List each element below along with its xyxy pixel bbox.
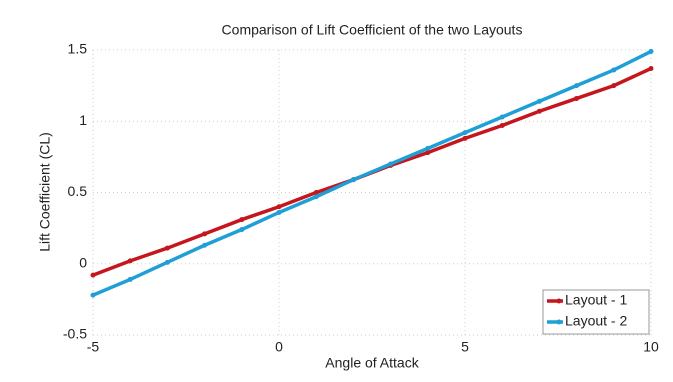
data-point bbox=[499, 123, 505, 129]
data-point bbox=[202, 231, 208, 237]
data-point bbox=[648, 66, 654, 72]
x-tick-label: 0 bbox=[275, 339, 283, 355]
legend-marker bbox=[556, 298, 562, 304]
data-point bbox=[574, 95, 580, 101]
data-point bbox=[164, 259, 170, 265]
data-point bbox=[313, 194, 319, 200]
x-tick-label: 10 bbox=[643, 339, 659, 355]
legend-label: Layout - 1 bbox=[565, 292, 627, 308]
data-point bbox=[90, 272, 96, 278]
data-point bbox=[425, 145, 431, 151]
x-tick-label: 5 bbox=[461, 339, 469, 355]
legend-marker bbox=[556, 319, 562, 325]
data-point bbox=[127, 258, 133, 264]
data-point bbox=[388, 161, 394, 167]
data-point bbox=[313, 190, 319, 195]
x-axis-label: Angle of Attack bbox=[325, 355, 419, 371]
data-point bbox=[276, 209, 282, 215]
data-point bbox=[164, 245, 170, 251]
data-point bbox=[350, 177, 356, 183]
chart-title: Comparison of Lift Coefficient of the tw… bbox=[222, 22, 523, 38]
data-point bbox=[90, 292, 96, 298]
data-point bbox=[425, 150, 431, 156]
data-point bbox=[499, 114, 505, 120]
data-point bbox=[536, 108, 542, 114]
x-tick-label: -5 bbox=[87, 339, 100, 355]
data-point bbox=[648, 48, 654, 54]
series-line bbox=[92, 49, 652, 297]
y-axis-label: Lift Coefficient (CL) bbox=[37, 132, 53, 252]
data-point bbox=[536, 98, 542, 104]
legend-label: Layout - 2 bbox=[565, 313, 627, 329]
data-point bbox=[127, 276, 133, 282]
data-point bbox=[462, 130, 468, 136]
data-point bbox=[462, 135, 468, 141]
data-point bbox=[202, 242, 208, 248]
y-tick-label: -0.5 bbox=[63, 326, 87, 342]
data-point bbox=[611, 67, 617, 73]
y-tick-label: 1.5 bbox=[68, 41, 88, 57]
data-point bbox=[611, 83, 617, 89]
y-tick-label: 0.5 bbox=[68, 183, 88, 199]
y-tick-label: 0 bbox=[79, 254, 87, 270]
data-point bbox=[276, 204, 282, 210]
data-point bbox=[239, 227, 245, 233]
legend-box bbox=[542, 289, 650, 335]
data-point bbox=[239, 217, 245, 223]
data-point bbox=[574, 83, 580, 89]
y-tick-label: 1 bbox=[79, 112, 87, 128]
